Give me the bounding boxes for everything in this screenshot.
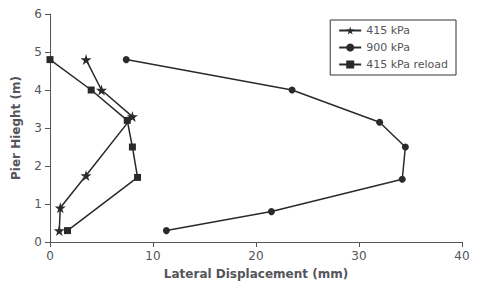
svg-text:20: 20 xyxy=(248,249,263,263)
svg-text:3: 3 xyxy=(34,121,42,135)
svg-text:415 kPa: 415 kPa xyxy=(366,24,410,37)
svg-text:4: 4 xyxy=(34,83,42,97)
svg-text:6: 6 xyxy=(34,7,42,21)
svg-text:1: 1 xyxy=(34,197,42,211)
svg-text:900 kPa: 900 kPa xyxy=(366,41,410,54)
svg-text:0: 0 xyxy=(46,249,54,263)
svg-text:2: 2 xyxy=(34,159,42,173)
svg-text:415 kPa reload: 415 kPa reload xyxy=(366,58,448,71)
svg-text:Pier Hieght (m): Pier Hieght (m) xyxy=(9,76,23,180)
svg-text:40: 40 xyxy=(454,249,469,263)
svg-text:5: 5 xyxy=(34,45,42,59)
svg-text:10: 10 xyxy=(145,249,160,263)
svg-text:30: 30 xyxy=(351,249,366,263)
svg-text:Lateral Displacement (mm): Lateral Displacement (mm) xyxy=(164,267,348,281)
svg-text:0: 0 xyxy=(34,235,42,249)
